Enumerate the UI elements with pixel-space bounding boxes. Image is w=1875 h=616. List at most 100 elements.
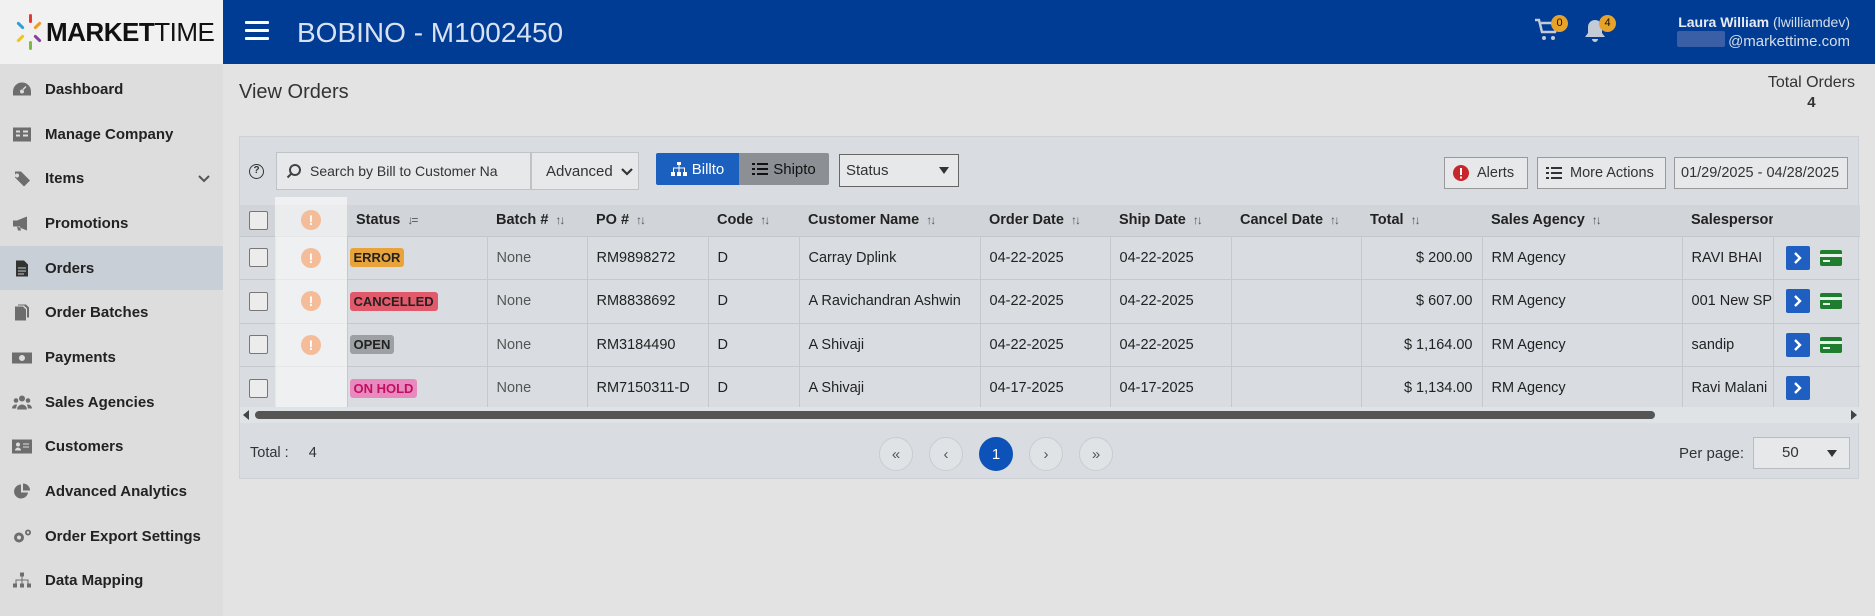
view-order-button[interactable] (1785, 245, 1810, 270)
row-sales-agency-cell: RM Agency (1482, 279, 1683, 324)
company-icon (11, 126, 33, 142)
search-input[interactable] (310, 163, 510, 179)
last-page-button[interactable]: » (1079, 437, 1113, 471)
previous-page-button[interactable]: ‹ (929, 437, 963, 471)
sidebar-item-payments[interactable]: Payments (0, 335, 223, 380)
alert-icon (1453, 165, 1469, 181)
column-header-customer-name[interactable]: Customer Name ↑↓ (799, 205, 980, 237)
table-row[interactable]: ! ERROR None RM9898272 D Carray Dplink 04-22-2… (240, 236, 1860, 280)
row-order-date-cell: 04-22-2025 (980, 323, 1111, 367)
sidebar-item-items[interactable]: Items (0, 156, 223, 201)
sort-icon: ↑↓ (926, 213, 936, 228)
sidebar-item-manage-company[interactable]: Manage Company (0, 112, 223, 157)
column-header-total[interactable]: Total ↑↓ (1361, 205, 1482, 237)
row-code-cell: D (708, 323, 800, 367)
row-order-date-cell: 04-22-2025 (980, 279, 1111, 324)
company-title: BOBINO - M1002450 (297, 17, 564, 48)
billto-toggle[interactable]: Billto (656, 153, 739, 185)
column-header-sales-agency[interactable]: Sales Agency ↑↓ (1482, 205, 1682, 237)
credit-card-icon[interactable] (1819, 336, 1842, 353)
table-row[interactable]: ON HOLD None RM7150311-D D A Shivaji 04-17-20… (240, 366, 1860, 411)
per-page-select[interactable]: 50 (1753, 437, 1850, 469)
total-count-value: 4 (308, 445, 317, 461)
status-filter-select[interactable]: Status (839, 154, 959, 187)
row-actions-cell (1773, 323, 1860, 367)
notifications-button[interactable]: 4 (1582, 15, 1616, 48)
status-badge: ERROR (349, 248, 405, 268)
sidebar-item-data-mapping[interactable]: Data Mapping (0, 559, 223, 604)
column-header-order-date[interactable]: Order Date ↑↓ (980, 205, 1110, 237)
help-icon[interactable]: ? (249, 164, 264, 179)
row-batch-cell: None (487, 236, 588, 280)
next-page-button[interactable]: › (1029, 437, 1063, 471)
alerts-button[interactable]: Alerts (1444, 157, 1528, 189)
scroll-left-icon[interactable] (243, 410, 249, 420)
sidebar-item-label: Items (45, 170, 85, 188)
column-header-batch[interactable]: Batch # ↑↓ (487, 205, 587, 237)
column-header-cancel-date[interactable]: Cancel Date ↑↓ (1231, 205, 1361, 237)
row-customer-cell: A Shivaji (799, 323, 981, 367)
column-header-po[interactable]: PO # ↑↓ (587, 205, 708, 237)
sidebar-item-order-export-settings[interactable]: Order Export Settings (0, 514, 223, 559)
column-header-salesperson[interactable]: Salesperson (1682, 205, 1773, 237)
view-order-button[interactable] (1785, 289, 1810, 314)
sidebar-item-dashboard[interactable]: Dashboard (0, 67, 223, 112)
row-ship-date-cell: 04-22-2025 (1110, 279, 1232, 324)
row-code-cell: D (708, 236, 800, 280)
first-page-button[interactable]: « (879, 437, 913, 471)
page-1-button[interactable]: 1 (979, 437, 1013, 471)
row-checkbox[interactable] (249, 335, 268, 355)
sidebar-item-sales-agencies[interactable]: Sales Agencies (0, 380, 223, 425)
logo[interactable]: MARKETTIME (0, 0, 223, 64)
total-orders: Total Orders 4 (1768, 74, 1855, 111)
shipto-toggle[interactable]: Shipto (739, 153, 829, 185)
table-row[interactable]: ! CANCELLED None RM8838692 D A Ravichandran A… (240, 279, 1860, 324)
search-icon (286, 164, 301, 179)
alert-icon[interactable]: ! (301, 334, 321, 355)
row-order-date-cell: 04-22-2025 (980, 236, 1111, 280)
row-checkbox[interactable] (249, 291, 268, 311)
view-order-button[interactable] (1785, 376, 1810, 401)
advanced-search-dropdown[interactable]: Advanced (531, 152, 639, 190)
scrollbar-thumb[interactable] (255, 411, 1655, 419)
more-actions-button[interactable]: More Actions (1537, 157, 1666, 189)
row-status-cell: OPEN (347, 323, 488, 367)
analytics-icon (11, 483, 33, 500)
alerts-label: Alerts (1477, 165, 1515, 181)
column-header-code[interactable]: Code ↑↓ (708, 205, 799, 237)
scroll-right-icon[interactable] (1851, 410, 1857, 420)
row-select-cell (240, 366, 276, 411)
caret-down-icon (939, 167, 949, 174)
cart-button[interactable]: 0 (1534, 15, 1568, 48)
alert-icon[interactable]: ! (301, 247, 321, 268)
hamburger-menu-icon[interactable] (245, 21, 269, 41)
credit-card-icon[interactable] (1819, 249, 1842, 266)
column-header-ship-date[interactable]: Ship Date ↑↓ (1110, 205, 1231, 237)
avatar (1677, 31, 1725, 47)
row-po-cell: RM8838692 (587, 279, 709, 324)
sidebar-item-promotions[interactable]: Promotions (0, 201, 223, 246)
horizontal-scrollbar[interactable] (240, 407, 1860, 423)
column-header-status[interactable]: Status ↓= (347, 205, 487, 237)
sidebar-nav: Dashboard Manage Company Items Promotion… (0, 67, 223, 603)
alert-icon[interactable]: ! (301, 291, 321, 312)
credit-card-icon[interactable] (1819, 293, 1842, 310)
row-checkbox[interactable] (249, 378, 268, 398)
pagination: « ‹ 1 › » (879, 437, 1129, 471)
orders-table-wrapper: ! Status ↓= Batch # ↑↓ PO # ↑↓ Code ↑↓ Custo… (240, 205, 1860, 423)
view-order-button[interactable] (1785, 332, 1810, 357)
status-badge: OPEN (349, 335, 395, 355)
row-actions-cell (1773, 279, 1860, 324)
sort-icon: ↑↓ (1330, 213, 1340, 228)
sidebar-item-customers[interactable]: Customers (0, 425, 223, 470)
chevron-down-icon[interactable] (197, 171, 211, 185)
table-row[interactable]: ! OPEN None RM3184490 D A Shivaji 04-22-2025 04… (240, 323, 1860, 367)
user-name[interactable]: Laura William (lwilliamdev) (1678, 14, 1850, 30)
row-checkbox[interactable] (249, 248, 268, 268)
sidebar-item-advanced-analytics[interactable]: Advanced Analytics (0, 469, 223, 514)
date-range-picker[interactable]: 01/29/2025 - 04/28/2025 (1674, 157, 1848, 189)
select-all-checkbox[interactable] (249, 210, 268, 230)
logo-text: MARKETTIME (46, 16, 215, 47)
sidebar-item-orders[interactable]: Orders (0, 245, 223, 291)
sidebar-item-order-batches[interactable]: Order Batches (0, 290, 223, 335)
